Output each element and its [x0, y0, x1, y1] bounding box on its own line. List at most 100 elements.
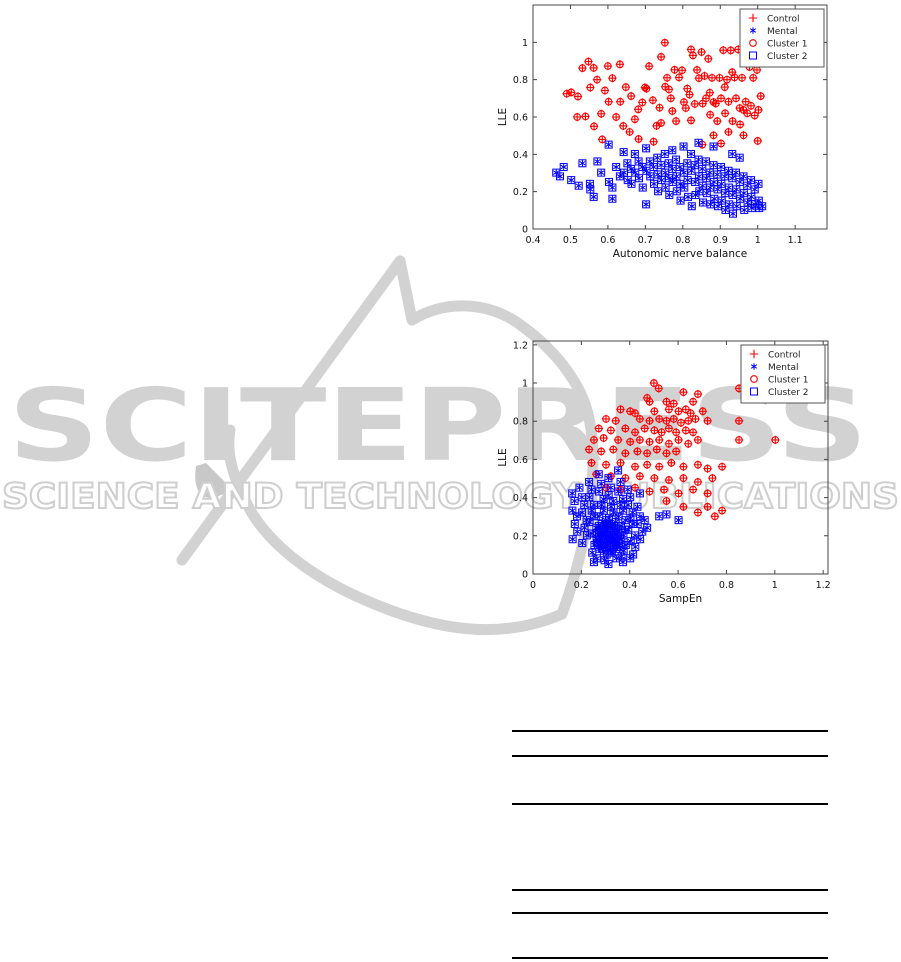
- data-point: [679, 473, 688, 483]
- data-point: [685, 90, 694, 99]
- data-point: [720, 82, 729, 92]
- data-point: [562, 89, 571, 98]
- data-point: [613, 435, 623, 445]
- data-point: [688, 397, 698, 406]
- data-point: [659, 485, 669, 494]
- legend-item: Cluster 1: [749, 39, 808, 50]
- data-point: [631, 542, 640, 551]
- data-point: [662, 510, 671, 519]
- data-point: [734, 435, 744, 445]
- logo-book-bottom-shape: [223, 424, 568, 636]
- data-point: [614, 487, 623, 496]
- data-point: [589, 63, 598, 73]
- data-point: [716, 94, 726, 103]
- data-point: [638, 183, 647, 192]
- data-point: [598, 135, 607, 144]
- y-tick-label: 1: [522, 379, 528, 390]
- data-point: [693, 477, 703, 487]
- data-point: [708, 473, 717, 483]
- x-tick-label: 1: [755, 235, 761, 246]
- data-point: [698, 407, 707, 416]
- data-point: [664, 85, 674, 94]
- data-point: [666, 94, 676, 103]
- data-point: [662, 397, 671, 406]
- data-point: [726, 46, 735, 55]
- legend-item: Cluster 2: [749, 51, 808, 62]
- series-control-cluster-1: [562, 38, 765, 149]
- y-tick-label: 0.8: [513, 75, 528, 86]
- data-point: [679, 387, 688, 397]
- data-point: [686, 116, 696, 125]
- data-point: [655, 435, 664, 445]
- data-point: [624, 525, 633, 534]
- data-point: [628, 519, 637, 528]
- data-point: [754, 105, 763, 115]
- table-rule: [512, 730, 828, 732]
- data-point: [688, 485, 698, 494]
- data-point: [578, 63, 587, 73]
- data-point: [709, 131, 718, 140]
- data-point: [604, 97, 613, 106]
- data-point: [670, 65, 679, 74]
- data-point: [592, 75, 602, 84]
- table-rule: [512, 803, 828, 805]
- data-point: [731, 94, 741, 103]
- data-point: [652, 445, 662, 454]
- x-tick-label: 0.6: [671, 580, 686, 591]
- data-point: [649, 137, 658, 146]
- data-point: [703, 502, 712, 511]
- data-point: [616, 97, 625, 106]
- data-point: [728, 116, 737, 126]
- x-tick-label: 0.9: [713, 235, 728, 246]
- data-point: [589, 435, 599, 445]
- data-point: [669, 414, 678, 424]
- table-rule: [512, 912, 828, 914]
- data-point: [679, 142, 688, 151]
- data-point: [693, 435, 703, 445]
- data-point: [700, 71, 709, 81]
- data-point: [735, 120, 745, 129]
- data-point: [693, 460, 703, 469]
- data-point: [754, 179, 763, 188]
- data-point: [638, 527, 647, 536]
- data-point: [684, 416, 693, 426]
- data-point: [585, 493, 594, 502]
- legend-item: Mental: [750, 363, 799, 373]
- data-point: [717, 462, 727, 471]
- data-point: [606, 546, 615, 555]
- data-point: [645, 487, 654, 496]
- legend-item: Mental: [749, 27, 798, 37]
- data-point: [585, 477, 594, 486]
- data-point: [603, 61, 613, 71]
- data-point: [720, 109, 730, 118]
- data-point: [630, 115, 640, 124]
- data-point: [722, 75, 732, 84]
- data-point: [630, 462, 640, 471]
- data-point: [616, 542, 625, 551]
- data-point: [771, 435, 780, 445]
- data-point: [690, 99, 699, 109]
- data-point: [630, 428, 640, 437]
- data-point: [669, 399, 678, 408]
- data-point: [655, 103, 664, 112]
- data-point: [713, 116, 722, 126]
- data-point: [635, 489, 644, 498]
- x-axis-label: Autonomic nerve balance: [613, 248, 748, 260]
- data-point: [701, 94, 711, 103]
- series-control-cluster-1: [584, 378, 780, 521]
- data-point: [584, 57, 593, 66]
- data-point: [635, 414, 645, 424]
- data-point: [645, 416, 654, 426]
- data-point: [609, 445, 618, 454]
- data-point: [655, 414, 664, 424]
- data-point: [681, 405, 691, 414]
- legend: Control Mental Cluster 1 Cluster 2: [739, 8, 825, 68]
- data-point: [642, 144, 651, 153]
- data-point: [724, 97, 733, 106]
- y-tick-label: 0.4: [513, 150, 528, 161]
- data-point: [664, 439, 674, 448]
- data-point: [633, 447, 642, 456]
- data-point: [589, 122, 599, 131]
